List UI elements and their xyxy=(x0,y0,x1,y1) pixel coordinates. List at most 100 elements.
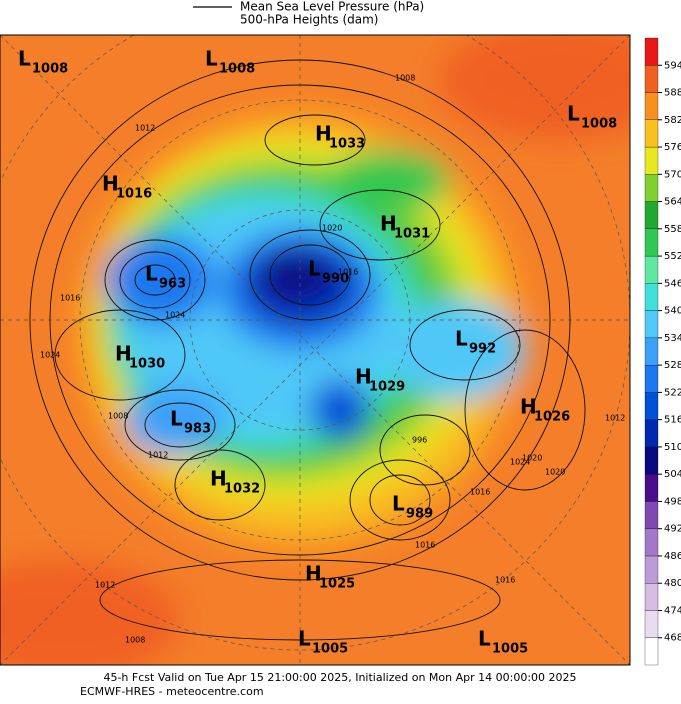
contour-label: 1008 xyxy=(125,636,145,645)
colorbar-cell xyxy=(644,446,659,475)
colorbar-label: 576 xyxy=(664,142,681,153)
colorbar-label: 468 xyxy=(664,633,681,644)
colorbar-cell xyxy=(644,37,659,66)
colorbar-cell xyxy=(644,310,659,339)
center-value: 1033 xyxy=(329,137,365,152)
colorbar-label: 588 xyxy=(664,88,681,99)
center-value: 1030 xyxy=(129,357,165,372)
contour-label: 1012 xyxy=(135,124,155,133)
contour-label: 1024 xyxy=(165,311,185,320)
contour-label: 1012 xyxy=(605,414,625,423)
center-value: 1029 xyxy=(369,380,405,395)
center-value: 1031 xyxy=(394,227,430,242)
colorbar-cell xyxy=(644,555,659,584)
colorbar-label: 534 xyxy=(664,333,681,344)
colorbar-cell xyxy=(644,610,659,638)
colorbar-label: 486 xyxy=(664,551,681,562)
colorbar-cell xyxy=(644,419,659,448)
footer-text: 45-h Fcst Valid on Tue Apr 15 21:00:00 2… xyxy=(103,671,576,684)
contour-label: 1016 xyxy=(415,541,435,550)
colorbar-cell xyxy=(644,392,659,420)
colorbar-cell xyxy=(644,583,659,611)
colorbar-cell xyxy=(644,337,659,366)
center-value: 1026 xyxy=(534,410,570,425)
contour-label: 1020 xyxy=(522,454,542,463)
footer-text: ECMWF-HRES - meteocentre.com xyxy=(80,685,264,698)
center-letter: H xyxy=(305,562,322,586)
contour-label: 1012 xyxy=(95,581,115,590)
center-value: 1025 xyxy=(319,577,355,592)
center-letter: L xyxy=(298,627,311,651)
colorbar-label: 510 xyxy=(664,442,681,453)
colorbar-cell xyxy=(644,119,659,148)
colorbar-label: 498 xyxy=(664,496,681,507)
center-letter: L xyxy=(205,47,218,71)
colorbar-cell xyxy=(644,474,659,502)
colorbar-cell xyxy=(644,174,659,202)
colorbar-label: 522 xyxy=(664,387,681,398)
center-letter: H xyxy=(210,467,227,491)
center-letter: H xyxy=(115,342,132,366)
colorbar: 468 474 480 486 492 498 504 510 516 522 528 534 540 5… xyxy=(644,37,681,666)
colorbar-cell xyxy=(644,637,659,666)
contour-label: 1016 xyxy=(495,576,515,585)
contour-label: 1016 xyxy=(470,488,490,497)
center-letter: H xyxy=(380,212,397,236)
center-value: 983 xyxy=(184,422,211,437)
center-value: 963 xyxy=(159,277,186,292)
center-letter: H xyxy=(520,395,537,419)
center-value: 992 xyxy=(469,342,496,357)
center-value: 1008 xyxy=(581,117,617,132)
legend-text: 500-hPa Heights (dam) xyxy=(240,13,378,27)
legend-text: Mean Sea Level Pressure (hPa) xyxy=(240,0,424,14)
center-letter: L xyxy=(308,257,321,281)
contour-label: 996 xyxy=(412,436,427,445)
contour-label: 1008 xyxy=(395,74,415,83)
contour-label: 1012 xyxy=(148,451,168,460)
colorbar-label: 480 xyxy=(664,578,681,589)
colorbar-label: 528 xyxy=(664,360,681,371)
center-value: 990 xyxy=(322,272,349,287)
center-letter: H xyxy=(355,365,372,389)
colorbar-cell xyxy=(644,501,659,529)
colorbar-cell xyxy=(644,364,659,393)
colorbar-label: 594 xyxy=(664,60,681,71)
colorbar-cell xyxy=(644,528,659,557)
contour-label: 1008 xyxy=(108,412,128,421)
colorbar-label: 552 xyxy=(664,251,681,262)
colorbar-label: 570 xyxy=(664,169,681,180)
colorbar-label: 546 xyxy=(664,278,681,289)
colorbar-cell xyxy=(644,146,659,175)
center-letter: H xyxy=(102,172,119,196)
center-value: 1008 xyxy=(32,62,68,77)
colorbar-label: 582 xyxy=(664,115,681,126)
center-letter: L xyxy=(18,47,31,71)
contour-label: 1024 xyxy=(40,351,60,360)
colorbar-label: 564 xyxy=(664,197,681,208)
colorbar-cell xyxy=(644,201,659,229)
center-value: 1008 xyxy=(219,62,255,77)
center-letter: L xyxy=(170,407,183,431)
colorbar-cell xyxy=(644,255,659,284)
contour-label: 1024 xyxy=(510,458,530,467)
center-letter: L xyxy=(478,627,491,651)
colorbar-label: 540 xyxy=(664,306,681,317)
center-value: 989 xyxy=(406,507,433,522)
colorbar-label: 474 xyxy=(664,605,681,616)
map-frame xyxy=(0,34,631,666)
center-letter: L xyxy=(145,262,158,286)
colorbar-label: 558 xyxy=(664,224,681,235)
colorbar-cell xyxy=(644,92,659,120)
colorbar-label: 516 xyxy=(664,415,681,426)
center-letter: L xyxy=(455,327,468,351)
isobars xyxy=(29,59,586,641)
center-letter: L xyxy=(567,102,580,126)
center-value: 1005 xyxy=(492,642,528,657)
colorbar-cell xyxy=(644,65,659,93)
center-value: 1005 xyxy=(312,642,348,657)
colorbar-label: 504 xyxy=(664,469,681,480)
